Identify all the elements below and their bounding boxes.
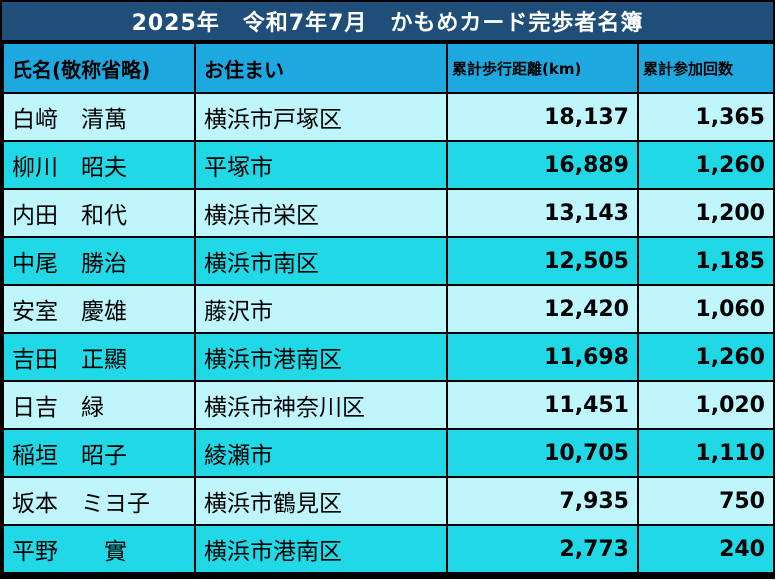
walker-name: 柳川 昭夫 bbox=[2, 140, 196, 190]
table-row: 日吉 緑 横浜市神奈川区 11,451 1,020 bbox=[2, 380, 775, 430]
header-count: 累計参加回数 bbox=[637, 42, 775, 94]
walker-distance: 12,420 bbox=[446, 284, 639, 334]
table-row: 吉田 正顯 横浜市港南区 11,698 1,260 bbox=[2, 332, 775, 382]
header-row: 氏名(敬称省略) お住まい 累計歩行距離(km) 累計参加回数 bbox=[2, 42, 775, 94]
walker-distance: 18,137 bbox=[446, 92, 639, 142]
table-row: 坂本 ミヨ子 横浜市鶴見区 7,935 750 bbox=[2, 476, 775, 526]
walker-name: 平野 實 bbox=[2, 524, 196, 574]
walker-name: 坂本 ミヨ子 bbox=[2, 476, 196, 526]
walker-count: 1,200 bbox=[637, 188, 775, 238]
walker-address: 横浜市戸塚区 bbox=[194, 92, 448, 142]
walker-name: 安室 慶雄 bbox=[2, 284, 196, 334]
walker-name: 稲垣 昭子 bbox=[2, 428, 196, 478]
walker-distance: 11,451 bbox=[446, 380, 639, 430]
walker-address: 横浜市南区 bbox=[194, 236, 448, 286]
walker-count: 1,110 bbox=[637, 428, 775, 478]
walker-count: 1,020 bbox=[637, 380, 775, 430]
table-row: 柳川 昭夫 平塚市 16,889 1,260 bbox=[2, 140, 775, 190]
roster-body: 白﨑 清萬 横浜市戸塚区 18,137 1,365 柳川 昭夫 平塚市 16,8… bbox=[2, 92, 775, 574]
walker-name: 日吉 緑 bbox=[2, 380, 196, 430]
walker-name: 白﨑 清萬 bbox=[2, 92, 196, 142]
walker-name: 中尾 勝治 bbox=[2, 236, 196, 286]
walker-distance: 7,935 bbox=[446, 476, 639, 526]
walker-distance: 11,698 bbox=[446, 332, 639, 382]
walker-count: 750 bbox=[637, 476, 775, 526]
walker-address: 横浜市神奈川区 bbox=[194, 380, 448, 430]
walker-distance: 12,505 bbox=[446, 236, 639, 286]
walker-address: 藤沢市 bbox=[194, 284, 448, 334]
walker-address: 横浜市港南区 bbox=[194, 524, 448, 574]
walker-distance: 13,143 bbox=[446, 188, 639, 238]
walker-distance: 16,889 bbox=[446, 140, 639, 190]
walker-count: 1,365 bbox=[637, 92, 775, 142]
walker-distance: 10,705 bbox=[446, 428, 639, 478]
walker-address: 平塚市 bbox=[194, 140, 448, 190]
walker-address: 綾瀬市 bbox=[194, 428, 448, 478]
table-row: 内田 和代 横浜市栄区 13,143 1,200 bbox=[2, 188, 775, 238]
walker-count: 240 bbox=[637, 524, 775, 574]
walker-address: 横浜市栄区 bbox=[194, 188, 448, 238]
walker-name: 吉田 正顯 bbox=[2, 332, 196, 382]
header-distance: 累計歩行距離(km) bbox=[446, 42, 639, 94]
walker-count: 1,260 bbox=[637, 332, 775, 382]
header-name: 氏名(敬称省略) bbox=[2, 42, 196, 94]
roster-table: 氏名(敬称省略) お住まい 累計歩行距離(km) 累計参加回数 白﨑 清萬 横浜… bbox=[2, 42, 775, 574]
walker-count: 1,060 bbox=[637, 284, 775, 334]
walker-address: 横浜市鶴見区 bbox=[194, 476, 448, 526]
table-row: 平野 實 横浜市港南区 2,773 240 bbox=[2, 524, 775, 574]
walker-address: 横浜市港南区 bbox=[194, 332, 448, 382]
walker-name: 内田 和代 bbox=[2, 188, 196, 238]
walker-count: 1,260 bbox=[637, 140, 775, 190]
table-row: 稲垣 昭子 綾瀬市 10,705 1,110 bbox=[2, 428, 775, 478]
walker-distance: 2,773 bbox=[446, 524, 639, 574]
walker-count: 1,185 bbox=[637, 236, 775, 286]
header-address: お住まい bbox=[194, 42, 448, 94]
table-row: 中尾 勝治 横浜市南区 12,505 1,185 bbox=[2, 236, 775, 286]
sheet-title: 2025年 令和7年7月 かもめカード完歩者名簿 bbox=[2, 2, 773, 42]
table-row: 安室 慶雄 藤沢市 12,420 1,060 bbox=[2, 284, 775, 334]
table-row: 白﨑 清萬 横浜市戸塚区 18,137 1,365 bbox=[2, 92, 775, 142]
